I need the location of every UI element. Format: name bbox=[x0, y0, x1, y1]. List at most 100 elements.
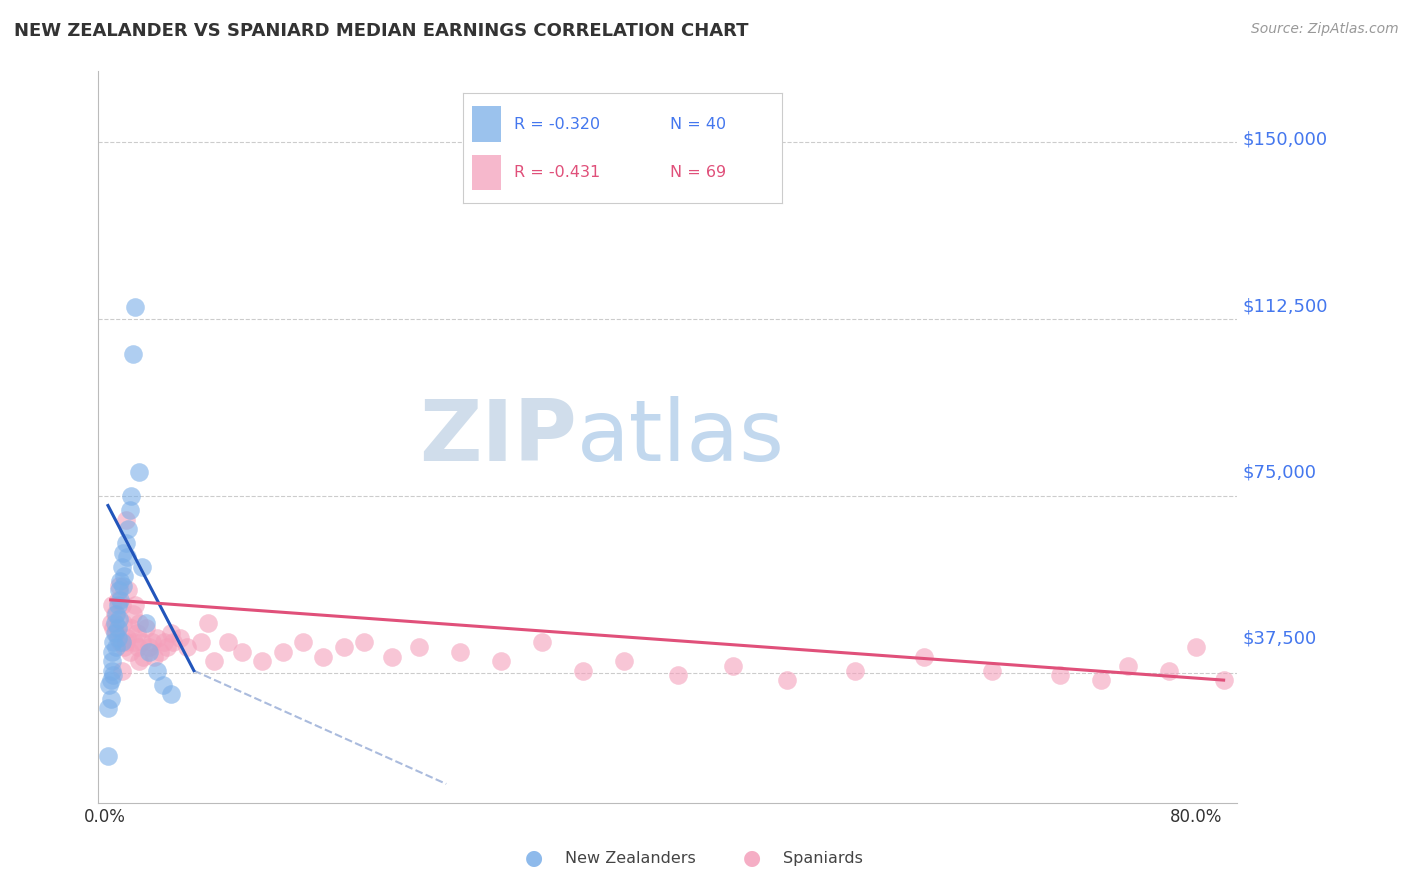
Point bbox=[153, 635, 176, 649]
Point bbox=[128, 616, 150, 631]
Text: ●: ● bbox=[526, 848, 543, 868]
Point bbox=[104, 616, 127, 631]
Point bbox=[110, 593, 132, 607]
Point bbox=[131, 559, 153, 574]
Text: atlas: atlas bbox=[576, 395, 785, 479]
Point bbox=[112, 640, 135, 654]
Point bbox=[105, 626, 128, 640]
Point bbox=[152, 678, 174, 692]
Point bbox=[169, 631, 191, 645]
Point bbox=[156, 640, 179, 654]
Point bbox=[127, 640, 149, 654]
Point bbox=[108, 612, 131, 626]
Point bbox=[612, 654, 634, 668]
Point bbox=[104, 607, 127, 621]
Point bbox=[135, 621, 157, 635]
Text: Spaniards: Spaniards bbox=[783, 851, 863, 865]
Point bbox=[101, 645, 124, 659]
Point bbox=[128, 466, 150, 480]
Point bbox=[1116, 659, 1139, 673]
Point bbox=[105, 607, 128, 621]
Point bbox=[146, 664, 169, 678]
Point bbox=[121, 347, 143, 361]
Point bbox=[114, 635, 136, 649]
Point bbox=[100, 692, 122, 706]
Point bbox=[135, 616, 157, 631]
Point bbox=[121, 607, 143, 621]
Point bbox=[530, 635, 553, 649]
Point bbox=[312, 649, 335, 664]
Point bbox=[107, 598, 129, 612]
Point bbox=[159, 687, 181, 701]
Point bbox=[149, 645, 172, 659]
Point bbox=[141, 635, 163, 649]
Point bbox=[120, 621, 142, 635]
Point bbox=[97, 701, 120, 715]
Point bbox=[100, 673, 122, 687]
Point bbox=[120, 489, 142, 503]
Point bbox=[776, 673, 799, 687]
Point bbox=[980, 664, 1002, 678]
Point bbox=[292, 635, 315, 649]
Point bbox=[103, 635, 125, 649]
Point bbox=[176, 640, 198, 654]
Text: ●: ● bbox=[744, 848, 761, 868]
Point bbox=[108, 579, 131, 593]
Point bbox=[1049, 668, 1071, 682]
Point bbox=[571, 664, 593, 678]
Point bbox=[128, 654, 150, 668]
Point bbox=[101, 664, 124, 678]
Point bbox=[132, 649, 155, 664]
Point bbox=[217, 635, 239, 649]
Point bbox=[107, 621, 129, 635]
Point bbox=[353, 635, 375, 649]
Point bbox=[333, 640, 356, 654]
Point bbox=[1212, 673, 1234, 687]
Point bbox=[124, 598, 146, 612]
Point bbox=[100, 616, 122, 631]
Point bbox=[101, 654, 124, 668]
Point bbox=[408, 640, 430, 654]
Point bbox=[110, 574, 132, 588]
Point bbox=[101, 598, 124, 612]
Point bbox=[231, 645, 253, 659]
Point bbox=[489, 654, 512, 668]
Point bbox=[146, 631, 169, 645]
Point bbox=[125, 626, 148, 640]
Point bbox=[190, 635, 212, 649]
Point bbox=[104, 626, 127, 640]
Point bbox=[110, 664, 132, 678]
Point bbox=[108, 583, 131, 598]
Point bbox=[111, 616, 134, 631]
Text: ZIP: ZIP bbox=[419, 395, 576, 479]
Point bbox=[110, 598, 132, 612]
Point bbox=[111, 579, 134, 593]
Point bbox=[103, 668, 125, 682]
Text: New Zealanders: New Zealanders bbox=[565, 851, 696, 865]
Point bbox=[271, 645, 294, 659]
Point bbox=[110, 559, 132, 574]
Point bbox=[202, 654, 225, 668]
Point bbox=[115, 631, 138, 645]
Point bbox=[107, 631, 129, 645]
Point bbox=[117, 583, 139, 598]
Point bbox=[138, 645, 160, 659]
Point bbox=[844, 664, 866, 678]
Point bbox=[111, 546, 134, 560]
Point bbox=[112, 569, 135, 583]
Point bbox=[118, 645, 141, 659]
Point bbox=[912, 649, 935, 664]
Point bbox=[162, 635, 184, 649]
Point bbox=[122, 635, 145, 649]
Point bbox=[138, 640, 160, 654]
Text: Source: ZipAtlas.com: Source: ZipAtlas.com bbox=[1251, 22, 1399, 37]
Point bbox=[118, 503, 141, 517]
Point bbox=[124, 301, 146, 315]
Point bbox=[105, 640, 128, 654]
Point bbox=[107, 593, 129, 607]
Text: NEW ZEALANDER VS SPANIARD MEDIAN EARNINGS CORRELATION CHART: NEW ZEALANDER VS SPANIARD MEDIAN EARNING… bbox=[14, 22, 748, 40]
Point bbox=[110, 635, 132, 649]
Point bbox=[114, 513, 136, 527]
Point bbox=[159, 626, 181, 640]
Point bbox=[449, 645, 471, 659]
